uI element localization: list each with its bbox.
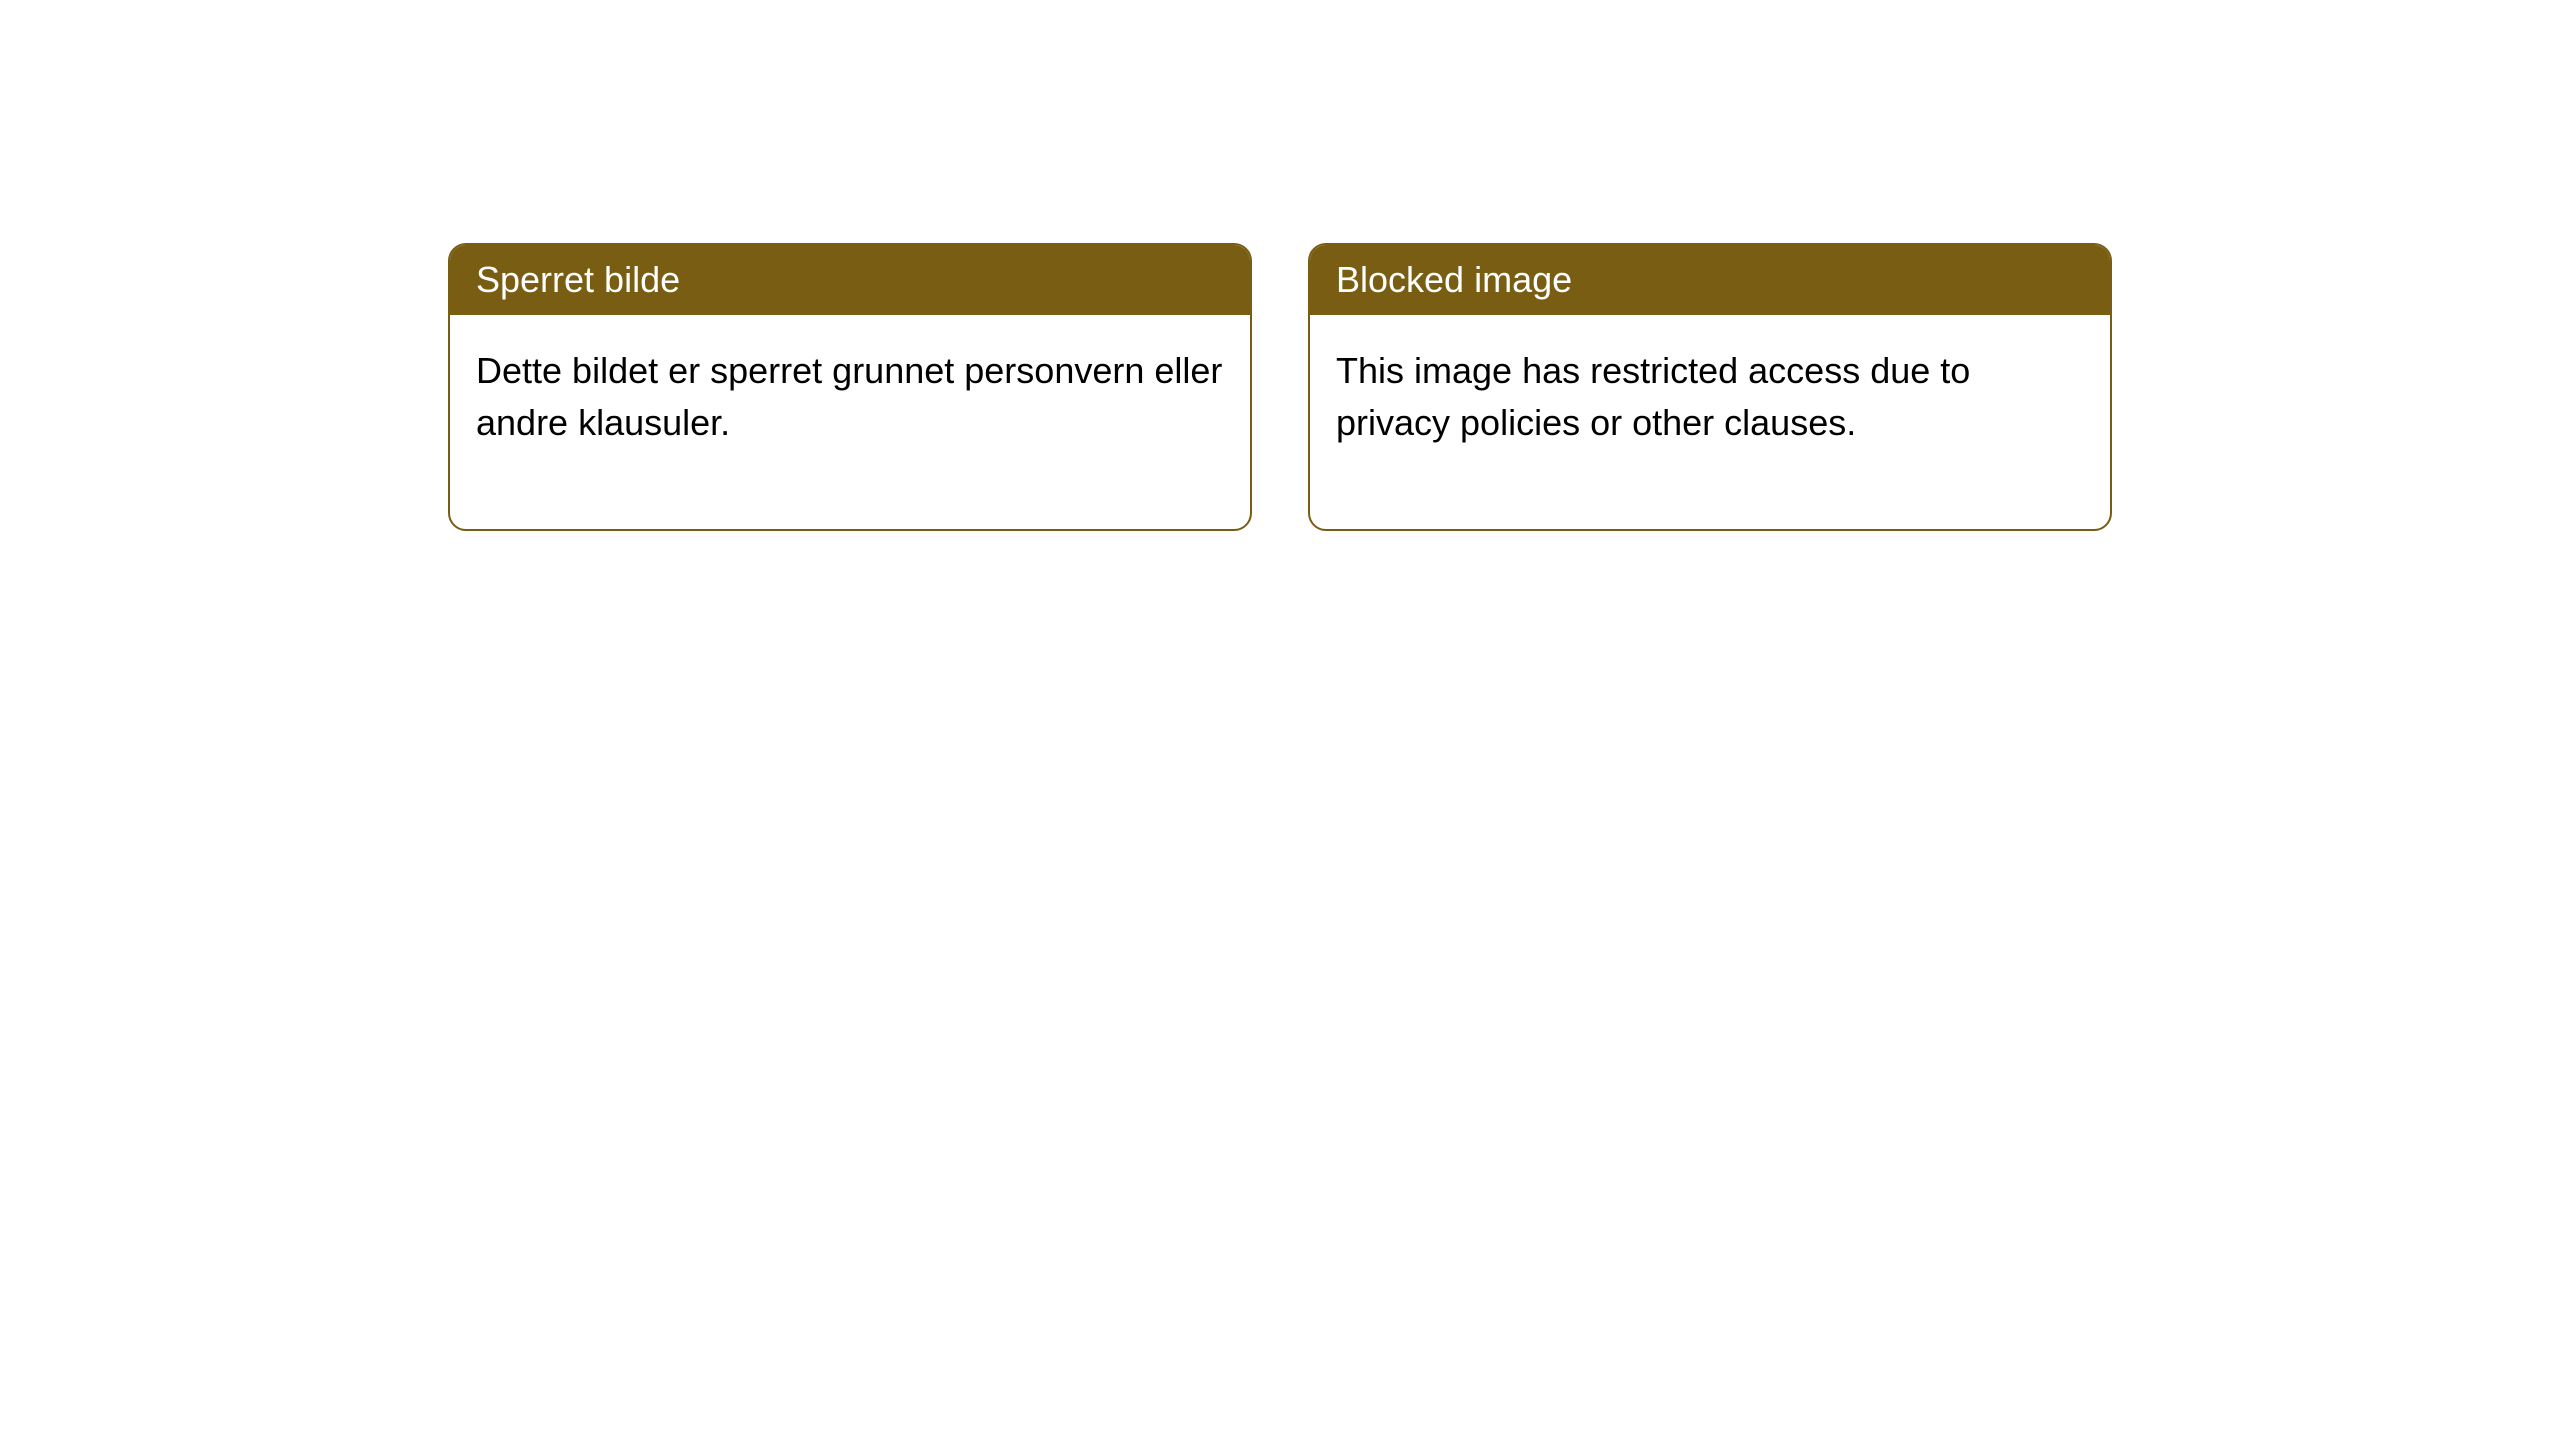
notice-title: Blocked image [1336,259,1572,300]
notice-body-text: Dette bildet er sperret grunnet personve… [476,350,1222,443]
notice-card-header: Sperret bilde [450,245,1250,315]
notice-card-english: Blocked image This image has restricted … [1308,243,2112,531]
notice-card-body: This image has restricted access due to … [1310,315,2110,529]
notice-card-header: Blocked image [1310,245,2110,315]
notice-body-text: This image has restricted access due to … [1336,350,1970,443]
notice-container: Sperret bilde Dette bildet er sperret gr… [448,243,2112,531]
notice-card-body: Dette bildet er sperret grunnet personve… [450,315,1250,529]
notice-card-norwegian: Sperret bilde Dette bildet er sperret gr… [448,243,1252,531]
notice-title: Sperret bilde [476,259,680,300]
